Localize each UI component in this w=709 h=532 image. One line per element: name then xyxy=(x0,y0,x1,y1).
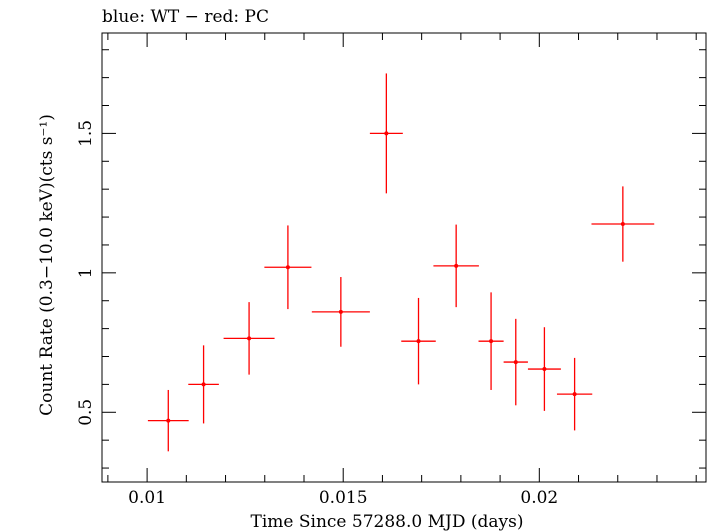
axis-ticks: 0.01 0.015 0.02 0.5 1 1.5 xyxy=(76,33,706,508)
data-marker xyxy=(513,360,518,365)
data-marker xyxy=(166,418,171,423)
data-point xyxy=(591,186,655,262)
data-marker xyxy=(542,367,547,372)
data-point xyxy=(147,389,189,452)
data-marker xyxy=(285,265,290,270)
y-tick-label: 1.5 xyxy=(76,120,96,147)
y-axis-label: Count Rate (0.3−10.0 keV)(cts s⁻¹) xyxy=(37,114,57,416)
data-point xyxy=(433,224,479,308)
data-marker xyxy=(247,336,252,341)
data-marker xyxy=(489,339,494,344)
y-tick-label: 0.5 xyxy=(76,399,96,426)
data-point xyxy=(311,277,370,347)
plot-frame xyxy=(101,32,707,483)
data-marker xyxy=(338,309,343,314)
data-marker xyxy=(416,339,421,344)
data-marker xyxy=(201,382,206,387)
x-axis-label: Time Since 57288.0 MJD (days) xyxy=(251,512,524,532)
data-point xyxy=(223,302,275,375)
chart-title: blue: WT − red: PC xyxy=(102,7,269,27)
data-point xyxy=(527,327,561,411)
y-tick-label: 1 xyxy=(76,267,96,278)
data-marker xyxy=(620,222,625,227)
x-tick-label: 0.01 xyxy=(128,488,166,508)
data-point xyxy=(401,297,436,385)
data-point xyxy=(556,357,593,431)
data-point xyxy=(478,292,504,390)
data-marker xyxy=(454,263,459,268)
x-tick-label: 0.02 xyxy=(520,488,558,508)
data-point xyxy=(503,318,528,406)
data-point xyxy=(264,225,312,310)
data-point xyxy=(369,73,403,194)
x-tick-label: 0.015 xyxy=(319,488,368,508)
data-point xyxy=(188,345,219,424)
data-marker xyxy=(572,392,577,397)
data-marker xyxy=(384,131,389,136)
data-points xyxy=(147,73,655,452)
